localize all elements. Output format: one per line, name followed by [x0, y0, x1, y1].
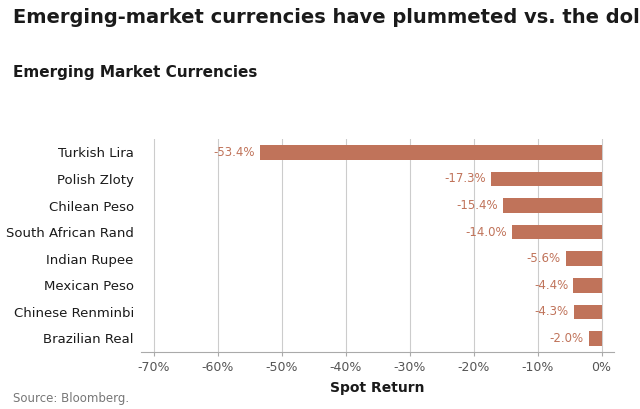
Bar: [512, 225, 602, 239]
Bar: [574, 305, 602, 319]
Text: -53.4%: -53.4%: [213, 146, 255, 159]
Text: -15.4%: -15.4%: [456, 199, 498, 212]
Bar: [573, 278, 602, 292]
Text: -4.4%: -4.4%: [534, 279, 568, 292]
Text: -17.3%: -17.3%: [444, 173, 486, 185]
Text: -14.0%: -14.0%: [465, 226, 507, 238]
Text: -4.3%: -4.3%: [535, 306, 569, 318]
Bar: [566, 252, 602, 266]
Bar: [491, 172, 602, 186]
Bar: [503, 198, 602, 213]
Text: Source: Bloomberg.: Source: Bloomberg.: [13, 392, 129, 405]
Bar: [589, 331, 602, 346]
Text: -5.6%: -5.6%: [527, 252, 561, 265]
X-axis label: Spot Return: Spot Return: [330, 381, 425, 395]
Text: Emerging Market Currencies: Emerging Market Currencies: [13, 65, 257, 81]
Text: Emerging-market currencies have plummeted vs. the dollar: Emerging-market currencies have plummete…: [13, 8, 640, 27]
Bar: [260, 145, 602, 160]
Text: -2.0%: -2.0%: [550, 332, 584, 345]
